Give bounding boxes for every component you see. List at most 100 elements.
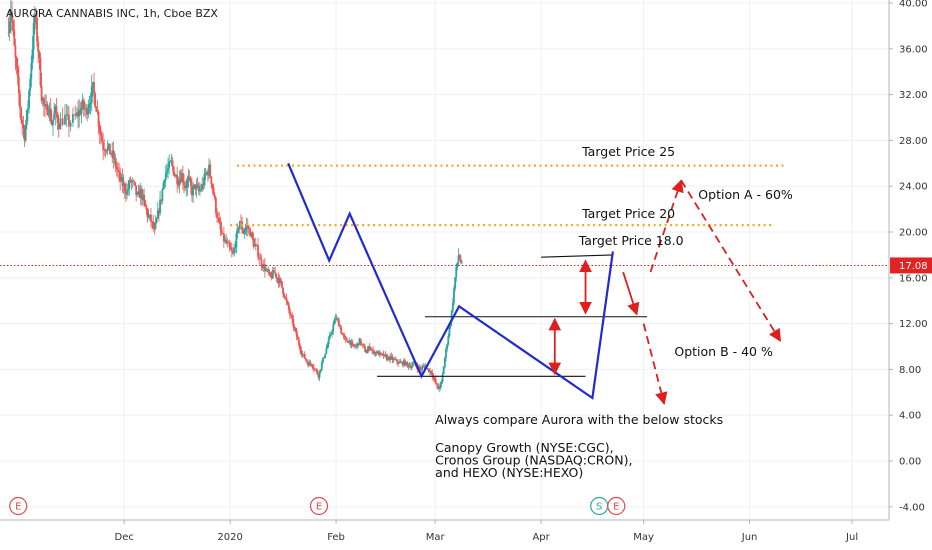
candle-body bbox=[173, 175, 176, 177]
candle-body bbox=[217, 217, 220, 219]
candle-body bbox=[237, 227, 240, 230]
candle-body bbox=[183, 182, 185, 186]
candle-body bbox=[194, 184, 197, 190]
candle-body bbox=[216, 212, 218, 218]
projection-arrow bbox=[642, 323, 668, 405]
candle-body bbox=[193, 184, 196, 187]
candle-body bbox=[118, 170, 120, 173]
candle-body bbox=[446, 344, 449, 349]
candle-body bbox=[326, 344, 329, 349]
candle-body bbox=[137, 191, 140, 194]
candle-body bbox=[145, 206, 148, 210]
candle-body bbox=[230, 249, 233, 252]
candle-body bbox=[286, 301, 289, 305]
candle-body bbox=[407, 364, 410, 367]
candle-body bbox=[401, 362, 404, 366]
candle-body bbox=[350, 342, 353, 346]
candle-body bbox=[265, 269, 267, 271]
candle-body bbox=[42, 98, 45, 105]
candle-body bbox=[344, 337, 347, 340]
candle-body bbox=[353, 345, 356, 347]
candle-body bbox=[456, 262, 459, 268]
price-tick-label: 36.00 bbox=[899, 44, 928, 55]
candle-body bbox=[273, 270, 275, 273]
candle-body bbox=[384, 354, 387, 356]
candle-body bbox=[393, 359, 396, 361]
candle-body bbox=[13, 30, 16, 46]
candle-body bbox=[318, 370, 321, 378]
time-tick-label: Apr bbox=[532, 532, 550, 543]
candle-body bbox=[340, 327, 343, 334]
candle-body bbox=[142, 194, 144, 200]
candle-body bbox=[356, 343, 359, 347]
candle-body bbox=[76, 112, 78, 116]
candle-body bbox=[276, 278, 279, 279]
candle-body bbox=[65, 114, 68, 115]
candle-body bbox=[309, 362, 312, 364]
target-25-label: Target Price 25 bbox=[581, 144, 675, 159]
candle-body bbox=[410, 365, 413, 369]
candle-body bbox=[150, 214, 152, 222]
candle-body bbox=[342, 334, 345, 336]
candle-body bbox=[97, 112, 100, 127]
candle-body bbox=[277, 278, 280, 284]
event-marker bbox=[607, 496, 626, 516]
candle-body bbox=[214, 197, 217, 213]
candle-body bbox=[426, 368, 429, 369]
candle-body bbox=[123, 183, 126, 192]
candle-body bbox=[238, 221, 241, 230]
candle-body bbox=[242, 230, 245, 234]
candle-body bbox=[96, 111, 99, 113]
candle-body bbox=[435, 383, 438, 385]
candle-body bbox=[172, 166, 175, 176]
candle-body bbox=[188, 176, 191, 180]
candle-body bbox=[257, 245, 259, 257]
candle-body bbox=[448, 326, 451, 337]
candle-body bbox=[160, 199, 163, 201]
event-marker-label: E bbox=[15, 502, 21, 513]
candle-body bbox=[20, 107, 22, 120]
candle-body bbox=[347, 341, 349, 343]
candle-body bbox=[93, 82, 95, 94]
candle-body bbox=[175, 175, 177, 177]
support-line bbox=[541, 254, 613, 258]
candle-body bbox=[255, 244, 258, 246]
candle-body bbox=[418, 366, 421, 369]
time-tick-label: May bbox=[633, 532, 654, 543]
candle-body bbox=[143, 194, 146, 201]
candle-body bbox=[409, 366, 412, 369]
price-tick-label: 28.00 bbox=[899, 136, 928, 147]
candle-body bbox=[292, 319, 295, 327]
candle-body bbox=[44, 104, 46, 107]
candle-body bbox=[375, 352, 378, 354]
candle-body bbox=[254, 244, 257, 246]
candle-body bbox=[303, 354, 306, 359]
candle-body bbox=[278, 278, 281, 284]
candle-body bbox=[199, 189, 201, 192]
candle-body bbox=[316, 370, 319, 375]
candle-body bbox=[314, 368, 316, 370]
event-marker-label: S bbox=[596, 502, 602, 513]
candle-body bbox=[367, 346, 370, 351]
candle-body bbox=[147, 215, 150, 218]
candle-body bbox=[130, 181, 133, 183]
candle-body bbox=[180, 173, 183, 183]
candle-body bbox=[159, 199, 161, 214]
candle-body bbox=[386, 356, 389, 360]
candle-body bbox=[235, 233, 238, 248]
candle-body bbox=[170, 160, 173, 162]
candle-body bbox=[394, 359, 397, 361]
candle-body bbox=[124, 191, 127, 195]
candle-body bbox=[320, 362, 323, 370]
candle-body bbox=[36, 18, 38, 42]
candle-body bbox=[308, 362, 311, 366]
compare-line: Cronos Group (NASDAQ:CRON), bbox=[435, 453, 632, 468]
candle-body bbox=[114, 157, 117, 168]
candle-body bbox=[399, 362, 402, 363]
option-a-label: Option A - 60% bbox=[698, 187, 793, 202]
candle-body bbox=[49, 108, 52, 122]
candle-body bbox=[290, 314, 292, 316]
candle-body bbox=[219, 222, 222, 229]
